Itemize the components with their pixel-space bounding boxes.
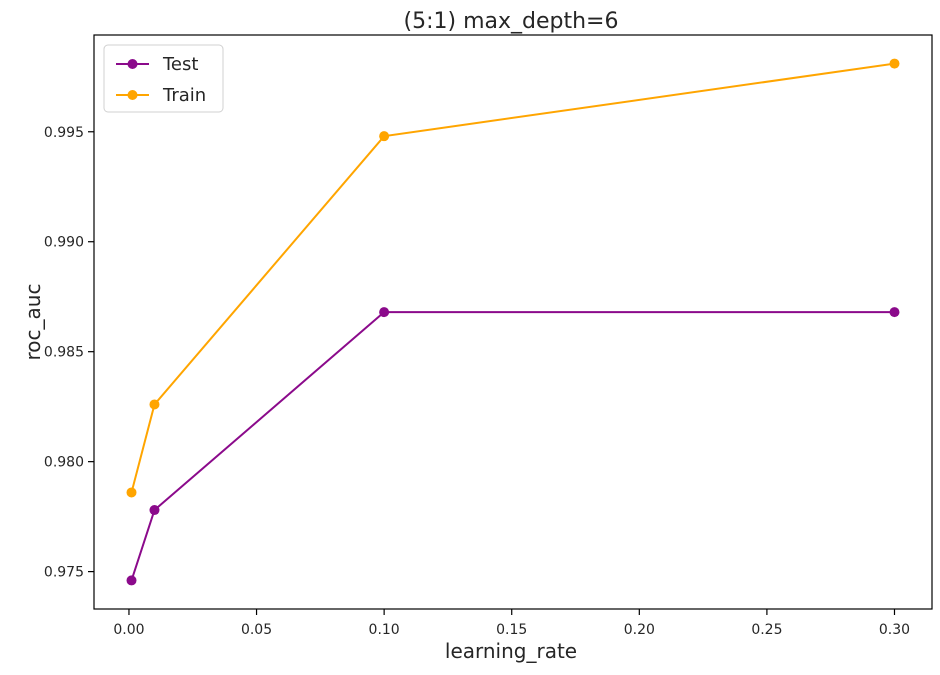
- series-line-test: [130, 311, 895, 581]
- x-tick-label: 0.20: [624, 622, 655, 638]
- legend-marker: [127, 59, 138, 69]
- series-line-train: [130, 62, 895, 493]
- x-tick-label: 0.05: [241, 622, 272, 638]
- data-point-test: [149, 505, 160, 516]
- y-tick-label: 0.975: [44, 565, 84, 581]
- x-axis-label: learning_rate: [445, 639, 577, 663]
- data-point-test: [889, 307, 900, 318]
- legend-marker: [127, 90, 138, 100]
- x-tick-label: 0.00: [113, 622, 144, 638]
- legend-label: Test: [162, 54, 198, 75]
- series-layer: [126, 58, 900, 586]
- x-tick-label: 0.30: [879, 622, 910, 638]
- y-tick-label: 0.995: [44, 125, 84, 141]
- chart-title: (5:1) max_depth=6: [404, 9, 619, 34]
- data-point-train: [149, 399, 160, 410]
- x-tick-label: 0.25: [751, 622, 782, 638]
- x-tick-label: 0.10: [369, 622, 400, 638]
- data-point-train: [889, 58, 900, 69]
- legend: Test Train: [103, 44, 224, 113]
- legend-label: Train: [162, 85, 206, 106]
- data-point-train: [126, 487, 137, 498]
- plot-frame: [93, 34, 933, 610]
- data-point-train: [379, 131, 390, 142]
- y-axis-label: roc_auc: [21, 284, 45, 361]
- y-tick-label: 0.985: [44, 345, 84, 361]
- x-tick-label: 0.15: [496, 622, 527, 638]
- data-point-test: [379, 307, 390, 318]
- y-tick-label: 0.980: [44, 455, 84, 471]
- y-tick-label: 0.990: [44, 235, 84, 251]
- data-point-test: [126, 575, 137, 586]
- y-axis: 0.975 0.980 0.985 0.990 0.995: [44, 125, 94, 581]
- x-axis: 0.00 0.05 0.10 0.15 0.20 0.25 0.30: [113, 609, 910, 638]
